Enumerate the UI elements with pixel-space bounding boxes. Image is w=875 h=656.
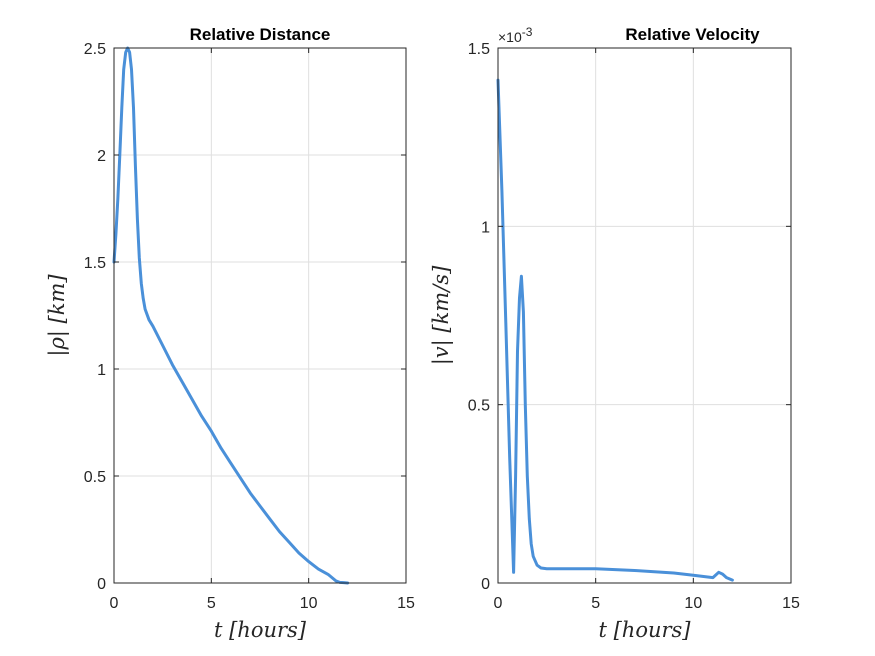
relative-velocity-plot: 0 5 10 15 0 0.5 1 1.5 Relative Velocity t [hour… bbox=[429, 25, 800, 642]
y-axis-label: |v| [km/s] bbox=[429, 265, 454, 365]
y-tick-label: 0.5 bbox=[84, 469, 106, 486]
plot-frame bbox=[497, 47, 792, 584]
y-tick-label: 1 bbox=[481, 219, 490, 236]
plot-title: Relative Distance bbox=[190, 25, 331, 44]
y-tick-label: 0 bbox=[481, 576, 490, 593]
y-axis-exponent: ×10-3 bbox=[498, 25, 533, 45]
y-tick-label: 1.5 bbox=[84, 255, 106, 272]
x-tick-label: 0 bbox=[494, 595, 503, 612]
data-series-line bbox=[496, 78, 734, 582]
relative-distance-plot: 0 5 10 15 0 0.5 1 1.5 2 2.5 Relative Distance t [… bbox=[45, 25, 415, 642]
y-tick-label: 1 bbox=[97, 362, 106, 379]
x-tick-label: 15 bbox=[782, 595, 800, 612]
y-tick-label: 0.5 bbox=[468, 398, 490, 415]
x-tick-label: 10 bbox=[684, 595, 702, 612]
x-tick-label: 5 bbox=[591, 595, 600, 612]
y-tick-label: 1.5 bbox=[468, 41, 490, 58]
plot-frame bbox=[113, 47, 407, 584]
x-axis-label: t [hours] bbox=[214, 618, 307, 642]
x-tick-label: 5 bbox=[207, 595, 216, 612]
plot-title: Relative Velocity bbox=[625, 25, 760, 44]
y-tick-label: 2 bbox=[97, 148, 106, 165]
x-tick-label: 0 bbox=[110, 595, 119, 612]
x-tick-label: 10 bbox=[300, 595, 318, 612]
y-tick-label: 0 bbox=[97, 576, 106, 593]
x-axis-label: t [hours] bbox=[598, 618, 691, 642]
y-tick-label: 2.5 bbox=[84, 41, 106, 58]
x-tick-label: 15 bbox=[397, 595, 415, 612]
y-axis-label: |ρ| [km] bbox=[45, 274, 70, 357]
data-series-line bbox=[112, 46, 350, 585]
